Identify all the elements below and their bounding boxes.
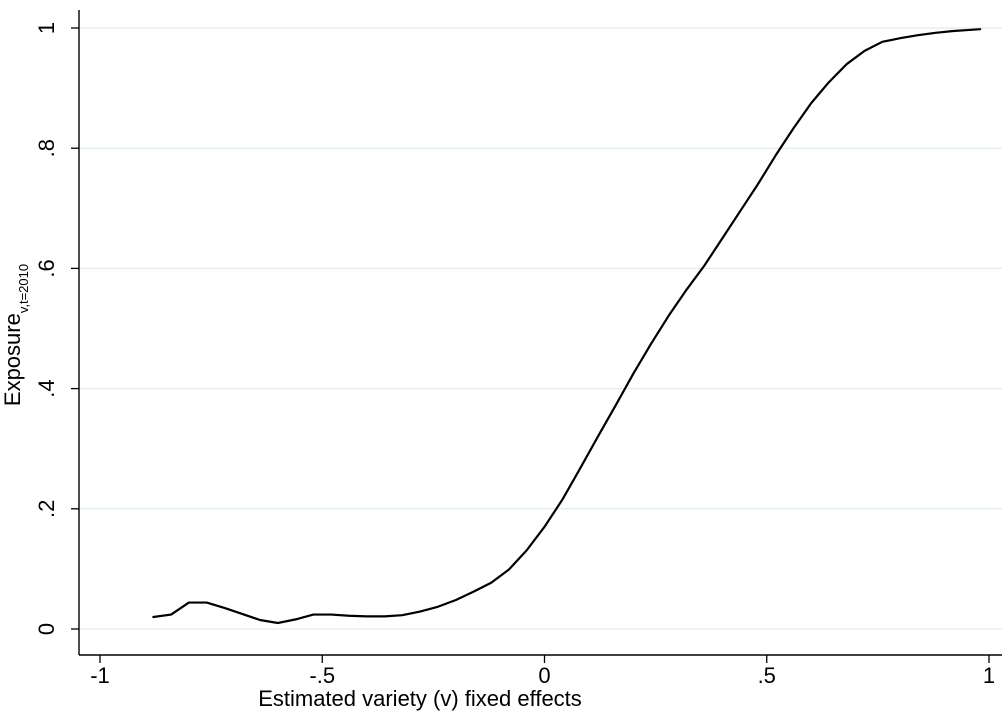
- x-tick-label-3: .5: [758, 663, 776, 688]
- x-tick-label-4: 1: [983, 663, 995, 688]
- y-axis-label: Exposurev,t=2010: [0, 264, 31, 406]
- axes: [71, 10, 1002, 663]
- series-layer: [152, 28, 982, 625]
- x-axis-label: Estimated variety (v) fixed effects: [258, 686, 582, 711]
- y-tick-label-3: .6: [34, 259, 59, 277]
- x-tick-label-2: 0: [538, 663, 550, 688]
- y-tick-label-4: .8: [34, 139, 59, 157]
- x-tick-label-0: -1: [90, 663, 110, 688]
- y-tick-label-5: 1: [34, 22, 59, 34]
- y-tick-label-2: .4: [34, 379, 59, 397]
- y-axis-label-subscript: v,t=2010: [16, 264, 31, 313]
- y-tick-label-1: .2: [34, 500, 59, 518]
- y-tick-label-0: 0: [34, 623, 59, 635]
- series-line-0: [152, 28, 982, 625]
- y-axis-label-main: Exposure: [0, 313, 25, 406]
- axis-labels: 0 .2 .4 .6 .8 1 -1 -.5 0 .5 1 Estimated variety (v)…: [0, 22, 995, 711]
- x-tick-label-1: -.5: [309, 663, 335, 688]
- grid-lines: [79, 27, 1002, 630]
